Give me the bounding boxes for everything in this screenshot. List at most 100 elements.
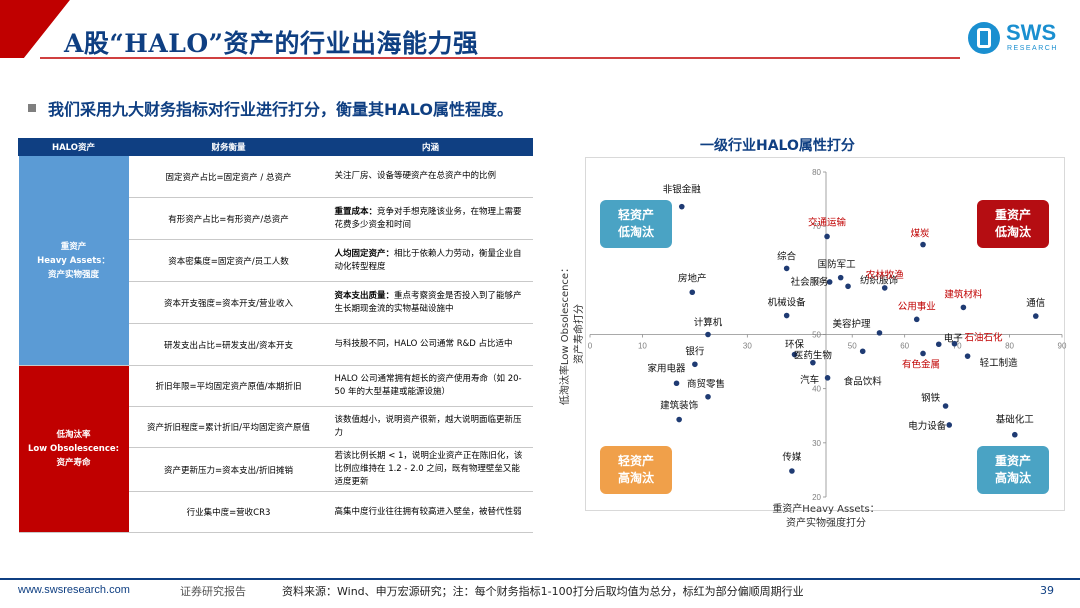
data-point bbox=[920, 241, 926, 248]
quadrant-label: 轻资产 bbox=[618, 453, 654, 468]
x-tick-label: 90 bbox=[1058, 342, 1067, 351]
point-label: 有色金属 bbox=[902, 358, 940, 370]
x-tick-label: 30 bbox=[743, 342, 752, 351]
desc-cell: HALO 公司通常拥有超长的资产使用寿命（如 20-50 年的大型基建或能源设施… bbox=[328, 365, 533, 407]
desc-text: 该数值越小，说明资产很新，越大说明面临更新压力 bbox=[334, 415, 522, 438]
desc-text: HALO 公司通常拥有超长的资产使用寿命（如 20-50 年的大型基建或能源设施… bbox=[334, 374, 522, 397]
data-point bbox=[837, 274, 844, 281]
data-point bbox=[942, 403, 949, 409]
point-label: 商贸零售 bbox=[687, 378, 725, 390]
desc-text: 竞争对手想克隆该业务，在物理上需要花费多少资金和时间 bbox=[334, 206, 522, 230]
quadrant-label: 高淘汰 bbox=[618, 470, 655, 485]
data-point bbox=[1012, 431, 1018, 438]
data-point bbox=[783, 312, 790, 319]
y-tick-label: 80 bbox=[812, 168, 821, 177]
quadrant-label: 低淘汰 bbox=[617, 224, 655, 239]
desc-text: 关注厂房、设备等硬资产在总资产中的比例 bbox=[334, 171, 497, 181]
table-row: 有形资产占比=有形资产/总资产 重置成本：竞争对手想克隆该业务，在物理上需要花费… bbox=[19, 197, 533, 240]
category-heavy-assets: 重资产 Heavy Assets： 资产实物强度 bbox=[18, 155, 129, 366]
y-axis-title: 资产寿命打分 bbox=[572, 304, 585, 364]
point-label: 机械设备 bbox=[768, 297, 807, 309]
desc-cell: 人均固定资产：相比于依赖人力劳动，衡量企业自动化转型程度 bbox=[328, 239, 533, 282]
data-point bbox=[824, 375, 831, 381]
metric-cell: 资本开支强度=资本开支/营业收入 bbox=[128, 281, 329, 324]
table-header-row: HALO资产 财务衡量 内涵 bbox=[18, 138, 533, 156]
y-axis-title: 低淘汰率Low Obsolescence： bbox=[558, 263, 571, 405]
desc-cell: 与科技股不同，HALO 公司通常 R&D 占比适中 bbox=[328, 323, 533, 366]
halo-metrics-table: HALO资产 财务衡量 内涵 重资产 Heavy Assets： 资产实物强度 … bbox=[18, 138, 533, 533]
category-line: 重资产 bbox=[60, 241, 87, 252]
x-tick-label: 10 bbox=[638, 342, 647, 351]
footer-report-type: 证券研究报告 bbox=[180, 585, 246, 598]
data-point bbox=[789, 468, 795, 474]
y-tick-label: 70 bbox=[812, 222, 821, 231]
page-number: 39 bbox=[1040, 584, 1054, 597]
quadrant-label: 高淘汰 bbox=[995, 470, 1032, 485]
metric-cell: 固定资产占比=固定资产 / 总资产 bbox=[128, 155, 329, 198]
data-point bbox=[881, 285, 888, 291]
table-row: 低淘汰率 Low Obsolescence: 资产寿命 折旧年限=平均固定资产原… bbox=[18, 365, 533, 533]
point-label: 银行 bbox=[685, 345, 705, 357]
category-line: Heavy Assets： bbox=[37, 255, 110, 266]
quadrant-box bbox=[600, 446, 672, 494]
point-label: 美容护理 bbox=[832, 318, 871, 330]
footer-rule bbox=[0, 578, 1080, 580]
desc-cell: 该数值越小，说明资产很新，越大说明面临更新压力 bbox=[328, 406, 533, 448]
point-label: 建筑材料 bbox=[944, 288, 983, 300]
desc-cell: 资本支出质量：重点考察资金是否投入到了能够产生长期现金流的实物基础设施中 bbox=[328, 281, 533, 324]
logo-sub: RESEARCH bbox=[1007, 45, 1058, 52]
x-tick-label: 70 bbox=[953, 342, 962, 351]
metric-cell: 资产折旧程度=累计折旧/平均固定资产原值 bbox=[128, 406, 329, 448]
category-line: 低淘汰率 bbox=[56, 430, 91, 440]
x-axis-title: 资产实物强度打分 bbox=[786, 516, 866, 529]
data-point bbox=[689, 289, 696, 296]
quadrant-box bbox=[600, 200, 672, 248]
point-label: 计算机 bbox=[694, 317, 723, 329]
point-label: 传媒 bbox=[782, 451, 802, 463]
category-line: 资产寿命 bbox=[56, 458, 91, 468]
footer-website-link[interactable]: www.swsresearch.com bbox=[18, 584, 130, 596]
point-label: 煤炭 bbox=[911, 228, 931, 240]
sws-logo: SWS RESEARCH bbox=[968, 20, 1068, 58]
footer-source-note: 资料来源：Wind、申万宏源研究；注：每个财务指标1-100打分后取均值为总分，… bbox=[282, 585, 804, 598]
data-point bbox=[946, 422, 953, 428]
y-tick-label: 60 bbox=[812, 276, 821, 285]
header-red-wedge bbox=[0, 0, 70, 58]
metric-cell: 有形资产占比=有形资产/总资产 bbox=[128, 197, 329, 240]
data-point bbox=[1032, 313, 1039, 319]
data-point bbox=[859, 348, 866, 355]
data-point bbox=[913, 316, 920, 323]
point-label: 非银金融 bbox=[663, 184, 702, 196]
col-header-metric: 财务衡量 bbox=[128, 138, 329, 156]
desc-text: 高集中度行业往往拥有较高进入壁垒，被替代性弱 bbox=[334, 506, 522, 517]
sws-logo-icon bbox=[968, 22, 1000, 54]
quadrant-box bbox=[977, 446, 1049, 494]
category-low-obsolescence: 低淘汰率 Low Obsolescence: 资产寿命 bbox=[18, 365, 129, 533]
data-point bbox=[705, 393, 711, 400]
metric-cell: 研发支出占比=研发支出/资本开支 bbox=[128, 323, 329, 366]
x-tick-label: 60 bbox=[900, 342, 909, 351]
chart-title: 一级行业HALO属性打分 bbox=[700, 138, 855, 154]
page-title: A股“HALO”资产的行业出海能力强 bbox=[64, 29, 479, 58]
x-tick-label: 50 bbox=[848, 342, 857, 351]
point-label: 公用事业 bbox=[898, 300, 936, 312]
point-label: 综合 bbox=[777, 250, 797, 262]
data-point bbox=[935, 341, 942, 348]
point-label: 电子 bbox=[944, 332, 964, 344]
point-label: 交通运输 bbox=[808, 216, 847, 228]
table-row: 重资产 Heavy Assets： 资产实物强度 固定资产占比=固定资产 / 总… bbox=[18, 155, 533, 366]
point-label: 钢铁 bbox=[921, 392, 941, 404]
desc-text: 与科技股不同，HALO 公司通常 R&D 占比适中 bbox=[334, 339, 513, 349]
col-header-desc: 内涵 bbox=[328, 138, 533, 156]
table-row: 资本密集度=固定资产/员工人数 人均固定资产：相比于依赖人力劳动，衡量企业自动化… bbox=[19, 239, 533, 282]
desc-cell: 关注厂房、设备等硬资产在总资产中的比例 bbox=[328, 155, 533, 198]
point-label: 房地产 bbox=[678, 272, 707, 284]
chart-frame bbox=[585, 157, 1065, 511]
x-tick-label: 0 bbox=[588, 342, 593, 351]
data-point bbox=[705, 331, 711, 338]
logo-name: SWS bbox=[1006, 20, 1057, 45]
point-label: 汽车 bbox=[800, 374, 819, 386]
point-label: 农林牧渔 bbox=[866, 269, 905, 281]
quadrant-label: 重资产 bbox=[995, 207, 1031, 222]
